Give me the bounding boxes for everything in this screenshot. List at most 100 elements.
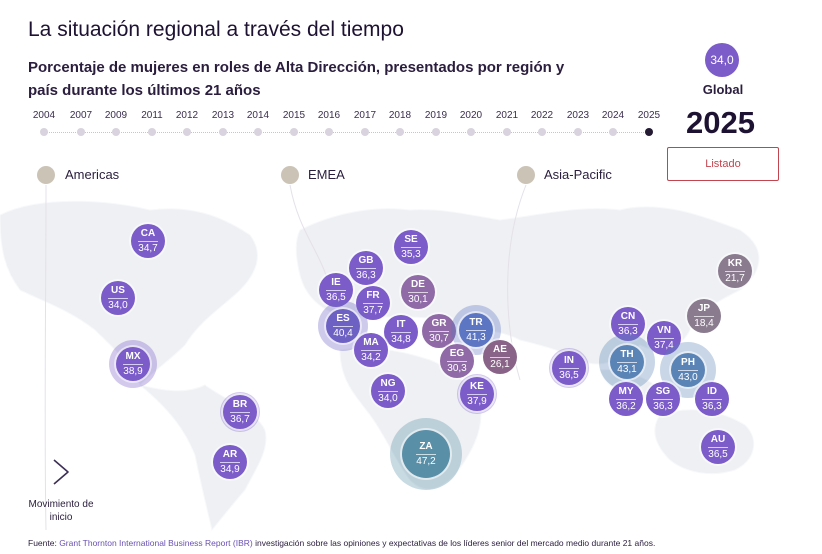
country-code: AE [493, 344, 507, 355]
timeline-dot-2014[interactable] [254, 128, 262, 136]
play-icon[interactable] [52, 458, 70, 486]
country-code: FR [366, 290, 380, 301]
country-code: SE [404, 234, 418, 245]
timeline-dot-2011[interactable] [148, 128, 156, 136]
country-code: PH [681, 357, 695, 368]
region-label-emea[interactable]: EMEA [308, 167, 345, 182]
country-bubble-de[interactable]: DE 30,1 [401, 275, 435, 309]
timeline-year-label[interactable]: 2013 [211, 110, 235, 121]
country-bubble-core: FR 37,7 [356, 286, 390, 320]
country-bubble-core: DE 30,1 [401, 275, 435, 309]
country-bubble-core: TR 41,3 [459, 313, 493, 347]
timeline-dot-2018[interactable] [396, 128, 404, 136]
country-bubble-ng[interactable]: NG 34,0 [371, 374, 405, 408]
timeline-dot-2012[interactable] [183, 128, 191, 136]
timeline-dot-2007[interactable] [77, 128, 85, 136]
region-label-asia-pacific[interactable]: Asia-Pacific [544, 167, 612, 182]
country-value: 30,7 [429, 331, 449, 344]
region-dot-emea[interactable] [281, 166, 299, 184]
timeline-dot-2013[interactable] [219, 128, 227, 136]
country-bubble-core: AE 26,1 [483, 340, 517, 374]
country-bubble-th[interactable]: TH 43,1 [599, 334, 655, 390]
country-value: 30,3 [447, 361, 467, 374]
country-bubble-cn[interactable]: CN 36,3 [611, 307, 645, 341]
timeline-dot-2020[interactable] [467, 128, 475, 136]
timeline-dot-2022[interactable] [538, 128, 546, 136]
timeline-year-label[interactable]: 2017 [353, 110, 377, 121]
country-bubble-ma[interactable]: MA 34,2 [354, 333, 388, 367]
country-bubble-ca[interactable]: CA 34,7 [131, 224, 165, 258]
region-dot-americas[interactable] [37, 166, 55, 184]
country-bubble-br[interactable]: BR 36,7 [220, 392, 260, 432]
country-bubble-ke[interactable]: KE 37,9 [457, 374, 497, 414]
timeline-dot-2023[interactable] [574, 128, 582, 136]
country-bubble-ie[interactable]: IE 36,5 [319, 273, 353, 307]
country-code: JP [697, 303, 711, 314]
timeline-dot-2016[interactable] [325, 128, 333, 136]
country-bubble-core: JP 18,4 [687, 299, 721, 333]
country-bubble-in[interactable]: IN 36,5 [549, 348, 589, 388]
country-bubble-eg[interactable]: EG 30,3 [440, 344, 474, 378]
country-bubble-vn[interactable]: VN 37,4 [647, 321, 681, 355]
country-bubble-kr[interactable]: KR 21,7 [718, 254, 752, 288]
timeline-year-label[interactable]: 2022 [530, 110, 554, 121]
timeline-year-label[interactable]: 2015 [282, 110, 306, 121]
play-label[interactable]: Movimiento de inicio [28, 499, 94, 523]
country-bubble-gr[interactable]: GR 30,7 [422, 314, 456, 348]
country-bubble-fr[interactable]: FR 37,7 [356, 286, 390, 320]
country-bubble-za[interactable]: ZA 47,2 [390, 418, 462, 490]
timeline-year-label[interactable]: 2020 [459, 110, 483, 121]
country-code: IT [396, 319, 406, 330]
country-bubble-ar[interactable]: AR 34,9 [213, 445, 247, 479]
timeline-dot-2024[interactable] [609, 128, 617, 136]
country-bubble-sg[interactable]: SG 36,3 [646, 382, 680, 416]
timeline-year-label[interactable]: 2012 [175, 110, 199, 121]
timeline-year-label[interactable]: 2011 [141, 110, 163, 121]
country-code: CA [140, 228, 156, 239]
country-value: 36,3 [618, 324, 638, 337]
country-bubble-it[interactable]: IT 34,8 [384, 315, 418, 349]
timeline-dot-2021[interactable] [503, 128, 511, 136]
timeline-dot-2017[interactable] [361, 128, 369, 136]
country-bubble-core: SG 36,3 [646, 382, 680, 416]
timeline-dot-2009[interactable] [112, 128, 120, 136]
source-link[interactable]: Grant Thornton International Business Re… [59, 538, 253, 548]
timeline-year-label[interactable]: 2016 [317, 110, 341, 121]
timeline-year-label[interactable]: 2024 [601, 110, 625, 121]
timeline-year-label[interactable]: 2018 [388, 110, 412, 121]
timeline-dot-2015[interactable] [290, 128, 298, 136]
country-bubble-id[interactable]: ID 36,3 [695, 382, 729, 416]
country-bubble-gb[interactable]: GB 36,3 [349, 251, 383, 285]
timeline-year-label[interactable]: 2019 [424, 110, 448, 121]
timeline-year-label[interactable]: 2007 [69, 110, 93, 121]
timeline-dot-2004[interactable] [40, 128, 48, 136]
country-bubble-us[interactable]: US 34,0 [101, 281, 135, 315]
country-code: SG [655, 386, 671, 397]
country-value: 34,0 [378, 391, 398, 404]
timeline-year-label[interactable]: 2023 [566, 110, 590, 121]
country-bubble-se[interactable]: SE 35,3 [394, 230, 428, 264]
timeline-year-label[interactable]: 2025 [637, 110, 661, 121]
region-label-americas[interactable]: Americas [65, 167, 120, 182]
region-dot-asia-pacific[interactable] [517, 166, 535, 184]
country-bubble-mx[interactable]: MX 38,9 [109, 340, 157, 388]
country-value: 18,4 [694, 316, 714, 329]
timeline-dot-2025[interactable] [645, 128, 653, 136]
country-bubble-my[interactable]: MY 36,2 [609, 382, 643, 416]
country-bubble-jp[interactable]: JP 18,4 [687, 299, 721, 333]
country-bubble-core: SE 35,3 [394, 230, 428, 264]
timeline-year-label[interactable]: 2021 [495, 110, 519, 121]
timeline-year-label[interactable]: 2009 [104, 110, 128, 121]
country-bubble-core: BR 36,7 [223, 395, 257, 429]
country-bubble-core: MY 36,2 [609, 382, 643, 416]
country-bubble-au[interactable]: AU 36,5 [701, 430, 735, 464]
timeline-year-label[interactable]: 2004 [32, 110, 56, 121]
timeline-dot-2019[interactable] [432, 128, 440, 136]
country-bubble-ae[interactable]: AE 26,1 [483, 340, 517, 374]
timeline-year-label[interactable]: 2014 [246, 110, 270, 121]
country-bubble-core: AR 34,9 [213, 445, 247, 479]
country-value: 36,3 [702, 399, 722, 412]
listado-button[interactable]: Listado [667, 147, 779, 181]
page-title: La situación regional a través del tiemp… [28, 18, 404, 41]
country-value: 30,1 [408, 292, 428, 305]
